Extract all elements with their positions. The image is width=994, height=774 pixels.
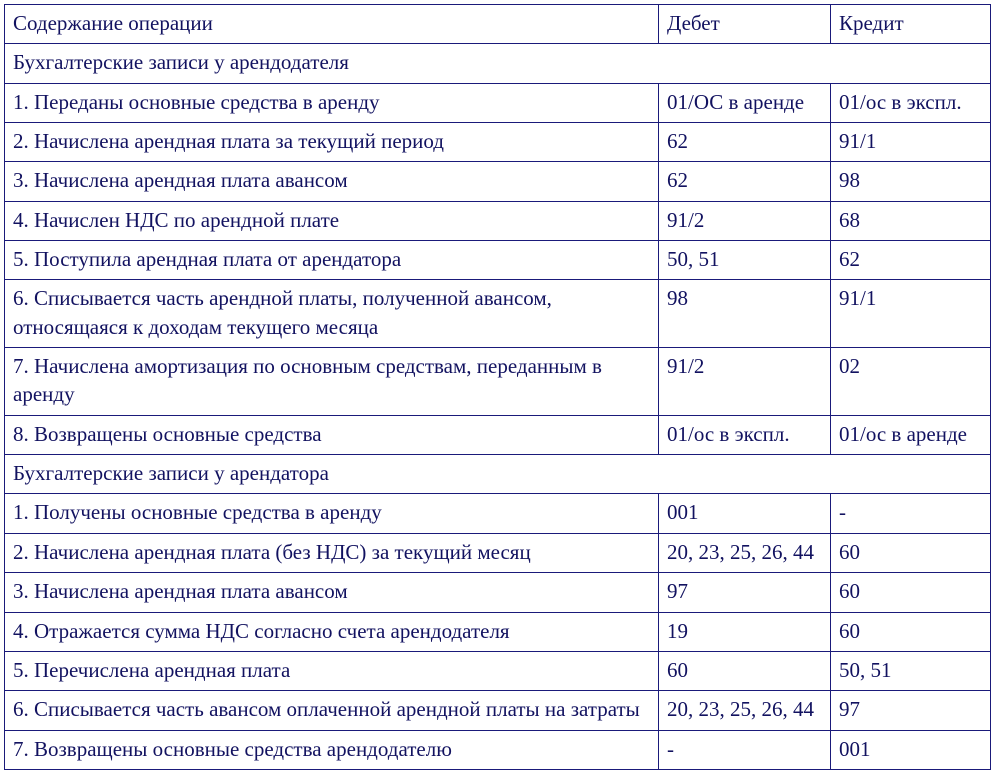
- accounting-table: Содержание операцииДебетКредитБухгалтерс…: [4, 4, 991, 770]
- cell-debit: 001: [659, 494, 831, 533]
- table-row: 7. Начислена амортизация по основным сре…: [5, 348, 991, 416]
- cell-debit: 91/2: [659, 348, 831, 416]
- cell-debit: 01/ос в экспл.: [659, 415, 831, 454]
- header-debit: Дебет: [659, 5, 831, 44]
- cell-credit: 02: [831, 348, 991, 416]
- cell-op: 5. Поступила арендная плата от арендатор…: [5, 241, 659, 280]
- table-row: 5. Перечислена арендная плата6050, 51: [5, 651, 991, 690]
- section-row: Бухгалтерские записи у арендатора: [5, 455, 991, 494]
- header-row: Содержание операцииДебетКредит: [5, 5, 991, 44]
- section-row: Бухгалтерские записи у арендодателя: [5, 44, 991, 83]
- cell-credit: -: [831, 494, 991, 533]
- section-title: Бухгалтерские записи у арендодателя: [5, 44, 991, 83]
- header-op: Содержание операции: [5, 5, 659, 44]
- cell-debit: 50, 51: [659, 241, 831, 280]
- cell-credit: 01/ос в экспл.: [831, 83, 991, 122]
- cell-op: 4. Начислен НДС по арендной плате: [5, 201, 659, 240]
- cell-debit: 62: [659, 123, 831, 162]
- cell-op: 2. Начислена арендная плата (без НДС) за…: [5, 533, 659, 572]
- cell-credit: 50, 51: [831, 651, 991, 690]
- table-row: 3. Начислена арендная плата авансом6298: [5, 162, 991, 201]
- cell-op: 6. Списывается часть авансом оплаченной …: [5, 691, 659, 730]
- cell-op: 3. Начислена арендная плата авансом: [5, 162, 659, 201]
- cell-credit: 60: [831, 573, 991, 612]
- table-row: 1. Переданы основные средства в аренду01…: [5, 83, 991, 122]
- table-row: 5. Поступила арендная плата от арендатор…: [5, 241, 991, 280]
- cell-debit: 97: [659, 573, 831, 612]
- cell-credit: 91/1: [831, 280, 991, 348]
- table-row: 8. Возвращены основные средства01/ос в э…: [5, 415, 991, 454]
- cell-credit: 97: [831, 691, 991, 730]
- cell-credit: 001: [831, 730, 991, 769]
- cell-op: 1. Переданы основные средства в аренду: [5, 83, 659, 122]
- section-title: Бухгалтерские записи у арендатора: [5, 455, 991, 494]
- cell-credit: 68: [831, 201, 991, 240]
- table-row: 2. Начислена арендная плата за текущий п…: [5, 123, 991, 162]
- cell-op: 8. Возвращены основные средства: [5, 415, 659, 454]
- cell-op: 3. Начислена арендная плата авансом: [5, 573, 659, 612]
- table-row: 1. Получены основные средства в аренду00…: [5, 494, 991, 533]
- cell-credit: 60: [831, 533, 991, 572]
- cell-debit: 19: [659, 612, 831, 651]
- table-row: 3. Начислена арендная плата авансом9760: [5, 573, 991, 612]
- cell-op: 4. Отражается сумма НДС согласно счета а…: [5, 612, 659, 651]
- cell-credit: 98: [831, 162, 991, 201]
- table-row: 4. Отражается сумма НДС согласно счета а…: [5, 612, 991, 651]
- cell-debit: 20, 23, 25, 26, 44: [659, 691, 831, 730]
- cell-debit: 01/ОС в аренде: [659, 83, 831, 122]
- table-row: 4. Начислен НДС по арендной плате91/268: [5, 201, 991, 240]
- cell-credit: 91/1: [831, 123, 991, 162]
- table-row: 6. Списывается часть арендной платы, пол…: [5, 280, 991, 348]
- header-credit: Кредит: [831, 5, 991, 44]
- cell-op: 2. Начислена арендная плата за текущий п…: [5, 123, 659, 162]
- table-row: 2. Начислена арендная плата (без НДС) за…: [5, 533, 991, 572]
- cell-op: 1. Получены основные средства в аренду: [5, 494, 659, 533]
- cell-credit: 60: [831, 612, 991, 651]
- cell-debit: 62: [659, 162, 831, 201]
- table-row: 7. Возвращены основные средства арендода…: [5, 730, 991, 769]
- cell-credit: 01/ос в аренде: [831, 415, 991, 454]
- cell-debit: 98: [659, 280, 831, 348]
- cell-debit: 91/2: [659, 201, 831, 240]
- table-body: Содержание операцииДебетКредитБухгалтерс…: [5, 5, 991, 770]
- table-row: 6. Списывается часть авансом оплаченной …: [5, 691, 991, 730]
- cell-credit: 62: [831, 241, 991, 280]
- cell-op: 6. Списывается часть арендной платы, пол…: [5, 280, 659, 348]
- cell-op: 7. Начислена амортизация по основным сре…: [5, 348, 659, 416]
- cell-debit: -: [659, 730, 831, 769]
- cell-debit: 60: [659, 651, 831, 690]
- cell-op: 5. Перечислена арендная плата: [5, 651, 659, 690]
- cell-op: 7. Возвращены основные средства арендода…: [5, 730, 659, 769]
- cell-debit: 20, 23, 25, 26, 44: [659, 533, 831, 572]
